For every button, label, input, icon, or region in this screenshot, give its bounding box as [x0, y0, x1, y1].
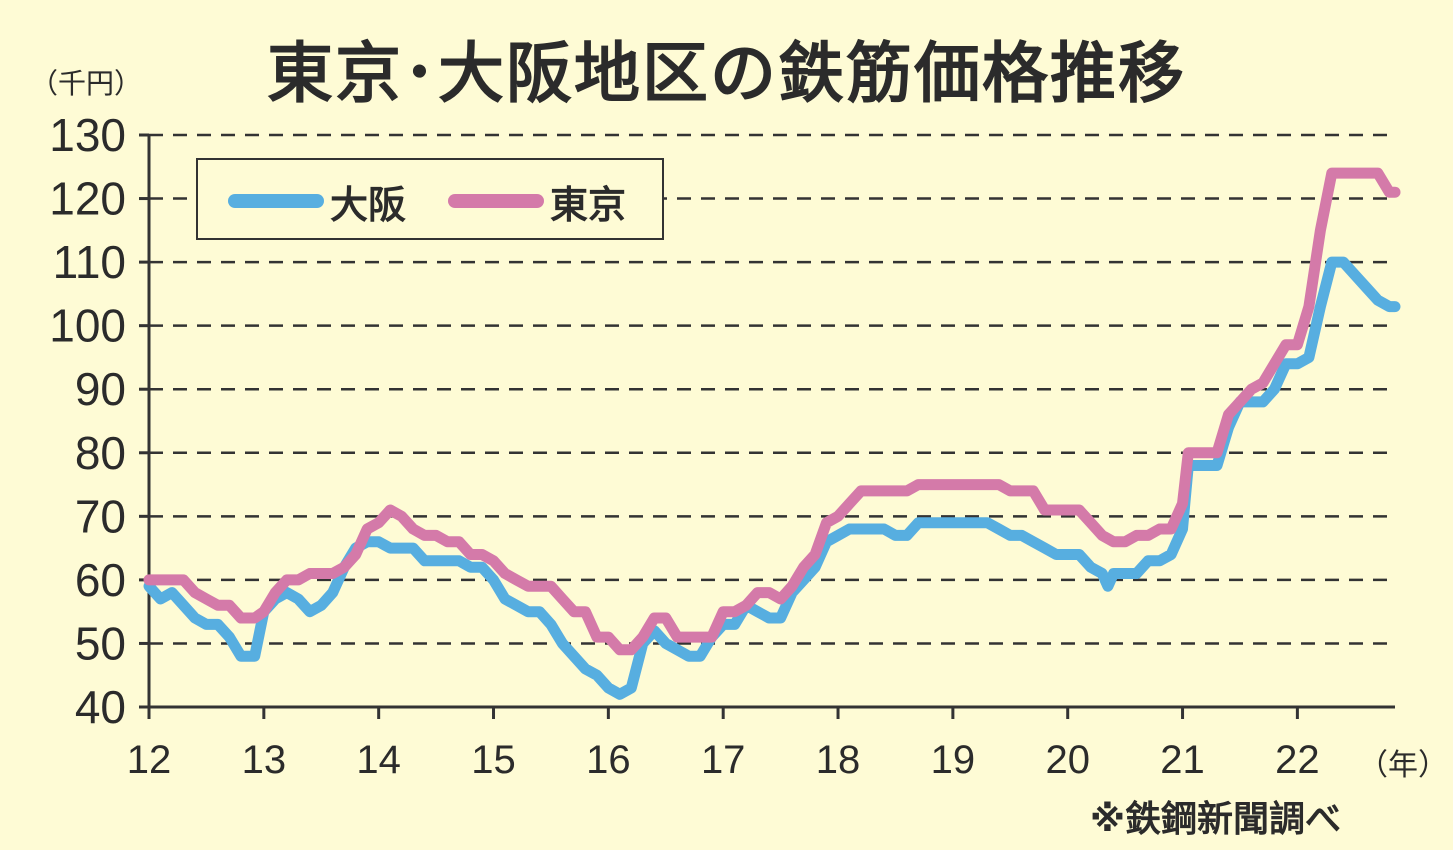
legend-label-osaka: 大阪 — [330, 182, 407, 227]
series-line-osaka — [143, 256, 1401, 700]
x-tick-label: 20 — [1045, 738, 1090, 782]
legend-item-osaka: 大阪 — [228, 160, 406, 242]
x-tick-label: 12 — [127, 738, 172, 782]
x-tick-label: 22 — [1275, 738, 1320, 782]
y-tick-label: 90 — [75, 363, 126, 415]
x-tick-label: 14 — [356, 738, 401, 782]
source-note: ※鉄鋼新聞調べ — [1090, 799, 1341, 840]
tick-labels: 40 50 60 70 80 90 100 110 120 130 12 13 14 15 16 17 18 19… — [49, 109, 1319, 782]
legend-swatch-osaka — [228, 194, 324, 208]
y-tick-label: 60 — [75, 554, 126, 606]
y-axis-unit: （千円） — [30, 67, 143, 100]
y-tick-label: 110 — [53, 236, 126, 288]
y-tick-label: 130 — [49, 109, 126, 161]
x-axis-unit: （年） — [1358, 748, 1448, 783]
series-line-tokyo — [143, 167, 1401, 656]
x-tick-label: 17 — [701, 738, 746, 782]
chart-title: 東京･大阪地区の鉄筋価格推移 — [267, 35, 1186, 112]
y-tick-label: 100 — [49, 300, 126, 352]
legend-item-tokyo: 東京 — [448, 160, 626, 242]
x-tick-label: 19 — [931, 738, 976, 782]
legend-label-tokyo: 東京 — [550, 182, 627, 227]
y-tick-label: 70 — [75, 490, 126, 542]
y-tick-label: 120 — [49, 173, 126, 225]
series-layer — [143, 167, 1401, 700]
x-tick-label: 13 — [242, 738, 287, 782]
x-tick-label: 15 — [471, 738, 516, 782]
legend: 大阪 東京 — [196, 158, 664, 240]
axes — [139, 133, 1395, 719]
y-tick-label: 80 — [75, 427, 126, 479]
legend-swatch-tokyo — [448, 194, 544, 208]
y-tick-label: 40 — [75, 681, 126, 733]
x-tick-label: 18 — [816, 738, 861, 782]
x-tick-label: 21 — [1160, 738, 1205, 782]
y-tick-label: 50 — [75, 617, 126, 669]
x-tick-label: 16 — [586, 738, 631, 782]
